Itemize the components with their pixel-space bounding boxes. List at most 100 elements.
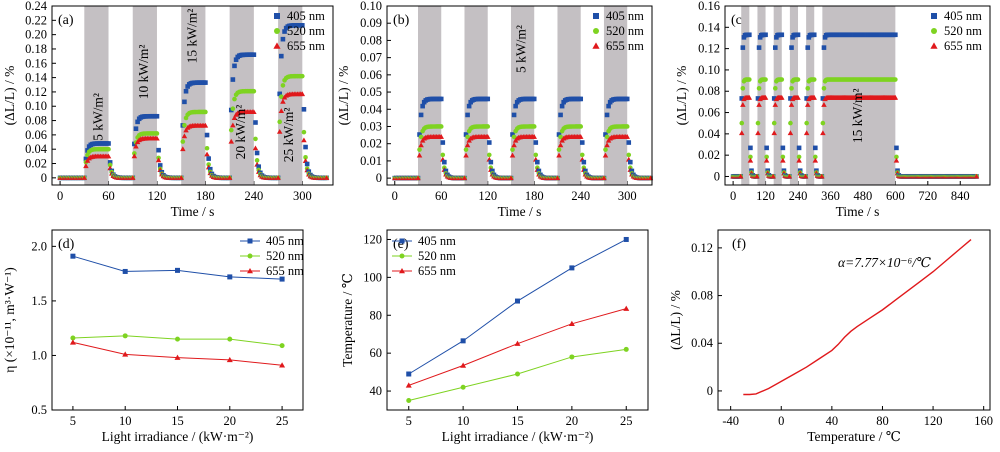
- data-point: [280, 83, 286, 88]
- data-point: [465, 112, 470, 118]
- y-tick-label: 0.12: [698, 42, 720, 56]
- data-point: [70, 335, 76, 341]
- legend-marker: [247, 268, 253, 274]
- data-point: [204, 132, 210, 138]
- data-point: [755, 130, 761, 136]
- y-axis-label: (ΔL/L) / %: [668, 290, 683, 350]
- data-point: [174, 354, 181, 360]
- data-point: [228, 127, 234, 133]
- data-point: [606, 103, 611, 109]
- data-point: [893, 32, 898, 38]
- data-point: [772, 86, 778, 91]
- x-tick-label: 180: [525, 189, 544, 203]
- x-tick-label: 20: [224, 414, 237, 428]
- x-tick-label: 80: [876, 414, 889, 428]
- data-point: [122, 268, 128, 274]
- legend-marker: [399, 253, 405, 259]
- y-tick-label: 0.10: [360, 0, 382, 13]
- legend-entry: 520 nm: [418, 249, 456, 263]
- data-point: [771, 96, 777, 101]
- data-point: [624, 96, 630, 102]
- data-point: [754, 173, 760, 179]
- series-line: [72, 255, 283, 280]
- x-tick-label: 120: [756, 189, 775, 203]
- plot-frame-top: [724, 5, 991, 186]
- panel-0: 0 60 120 180 240 30000.020.040.060.080.100.12…: [2, 0, 334, 219]
- y-tick-label: 0.20: [25, 28, 47, 42]
- data-point: [133, 126, 139, 131]
- data-point: [300, 73, 305, 79]
- data-point: [107, 160, 113, 165]
- data-point: [581, 159, 587, 165]
- x-tick-label: 180: [196, 189, 215, 203]
- data-point: [558, 134, 563, 140]
- data-point: [510, 132, 515, 137]
- y-axis-label: Temperature / ℃: [340, 273, 355, 367]
- data-point: [747, 157, 754, 163]
- data-point: [780, 157, 786, 163]
- legend-entry: 520 nm: [287, 24, 325, 38]
- data-point: [764, 145, 769, 151]
- data-point: [178, 175, 184, 180]
- y-tick-label: 60: [370, 346, 383, 360]
- data-point: [755, 120, 761, 126]
- data-point: [460, 338, 466, 344]
- light-on-shade: [417, 6, 442, 185]
- light-on-shade: [464, 6, 488, 185]
- data-point: [133, 143, 139, 149]
- x-tick-label: 5: [70, 414, 76, 428]
- data-point: [418, 112, 424, 118]
- data-point: [533, 152, 539, 158]
- data-point: [277, 119, 283, 125]
- data-point: [484, 134, 491, 139]
- legend-entry: 655 nm: [418, 264, 456, 278]
- data-point: [559, 103, 565, 109]
- y-tick-label: 0.07: [360, 51, 382, 65]
- data-point: [771, 130, 777, 136]
- data-point: [154, 135, 160, 141]
- data-point: [511, 142, 517, 148]
- data-point: [227, 274, 233, 280]
- data-point: [756, 86, 762, 91]
- data-point: [569, 354, 575, 360]
- legend-marker: [274, 28, 280, 34]
- x-tick-label: 0: [778, 414, 784, 428]
- data-point: [438, 124, 444, 129]
- data-point: [788, 102, 795, 107]
- data-point: [770, 173, 776, 179]
- data-point: [180, 139, 186, 144]
- data-point: [795, 77, 801, 82]
- data-point: [786, 173, 793, 179]
- data-point: [106, 146, 111, 152]
- data-point: [207, 166, 213, 172]
- data-point: [531, 96, 537, 102]
- data-point: [417, 147, 422, 152]
- annotation: 15 kW/m²: [184, 9, 199, 64]
- data-point: [154, 113, 160, 119]
- panel-1: 0 60 120 180 240 300 0 0.01 0.02 0.03 0.04 0.05 0.06…: [336, 0, 654, 219]
- data-point: [804, 120, 809, 126]
- x-tick-label: 840: [951, 189, 970, 203]
- data-point: [415, 175, 421, 181]
- y-tick-label: 80: [370, 308, 383, 322]
- data-point: [739, 96, 745, 101]
- annotation: 20 kW/m²: [233, 105, 248, 160]
- data-point: [70, 253, 76, 259]
- y-tick-label: 0.18: [25, 42, 47, 56]
- data-point: [486, 152, 492, 158]
- y-tick-label: 0.04: [25, 142, 48, 156]
- data-point: [568, 320, 575, 327]
- data-point: [106, 141, 111, 146]
- data-point: [772, 45, 778, 50]
- data-point: [279, 276, 285, 282]
- data-point: [746, 94, 753, 100]
- data-point: [602, 152, 609, 158]
- data-point: [780, 145, 786, 151]
- y-tick-label: 120: [363, 232, 382, 246]
- x-tick-label: 10: [457, 414, 470, 428]
- data-point: [417, 132, 422, 137]
- data-point: [438, 134, 444, 139]
- data-point: [440, 140, 446, 145]
- x-tick-label: 240: [244, 189, 263, 203]
- y-tick-label: 0.04: [698, 127, 721, 141]
